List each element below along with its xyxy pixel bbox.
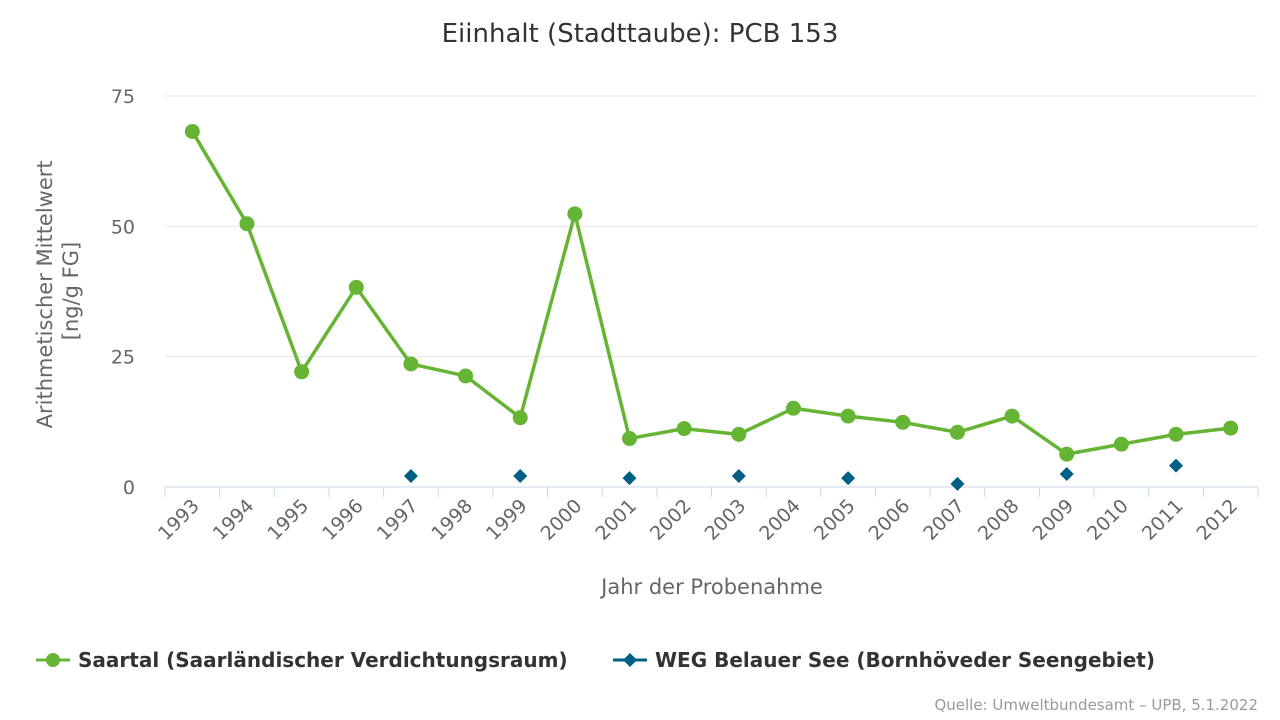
x-axis-title: Jahr der Probenahme <box>599 575 823 599</box>
grid-lines <box>165 95 1258 488</box>
legend-marker-saartal <box>46 653 60 667</box>
y-tick-label-0: 0 <box>123 477 135 499</box>
y-axis-title-line-1: Arithmetischer Mittelwert <box>33 160 57 428</box>
point-1-2011[interactable] <box>1169 458 1184 473</box>
point-0-2009[interactable] <box>1059 446 1075 462</box>
chart-title: Eiinhalt (Stadttaube): PCB 153 <box>442 19 839 49</box>
point-0-2012[interactable] <box>1223 420 1239 436</box>
x-tick-label-2009: 2009 <box>1029 495 1079 545</box>
y-axis-title: Arithmetischer Mittelwert [ng/g FG] <box>33 154 83 429</box>
x-tick-label-1994: 1994 <box>209 495 259 545</box>
y-tick-label-75: 75 <box>111 86 135 108</box>
x-tick-label-2005: 2005 <box>810 495 860 545</box>
point-0-1993[interactable] <box>184 123 200 139</box>
point-0-2005[interactable] <box>840 408 856 424</box>
x-tick-label-1996: 1996 <box>318 495 368 545</box>
x-tick-label-2000: 2000 <box>537 495 587 545</box>
point-0-2002[interactable] <box>676 421 692 437</box>
point-1-1997[interactable] <box>403 469 418 484</box>
point-0-1999[interactable] <box>512 410 528 426</box>
point-1-2007[interactable] <box>950 476 965 491</box>
x-tick-label-1993: 1993 <box>154 495 204 545</box>
point-0-1996[interactable] <box>348 279 364 295</box>
y-tick-label-50: 50 <box>111 216 135 238</box>
legend-label-belauer-see: WEG Belauer See (Bornhöveder Seengebiet) <box>655 648 1155 672</box>
point-0-2007[interactable] <box>949 424 965 440</box>
point-0-2008[interactable] <box>1004 408 1020 424</box>
x-tick-label-1998: 1998 <box>427 495 477 545</box>
point-0-1998[interactable] <box>458 368 474 384</box>
point-0-1995[interactable] <box>294 364 310 380</box>
point-0-2011[interactable] <box>1168 426 1184 442</box>
point-0-1994[interactable] <box>239 216 255 232</box>
x-axis-ticks: 1993 1994 1995 1996 1997 1998 1999 2000 2001 2002… <box>154 487 1259 545</box>
legend: Saartal (Saarländischer Verdichtungsraum… <box>36 648 1155 672</box>
point-0-2001[interactable] <box>622 431 638 447</box>
x-tick-label-2007: 2007 <box>919 495 969 545</box>
point-0-2010[interactable] <box>1113 436 1129 452</box>
x-tick-label-2006: 2006 <box>865 495 915 545</box>
y-axis-ticks: 0 25 50 75 <box>111 86 135 499</box>
source-note: Quelle: Umweltbundesamt – UPB, 5.1.2022 <box>934 696 1258 714</box>
point-1-1999[interactable] <box>513 469 528 484</box>
series-group <box>184 123 1239 491</box>
x-tick-label-1997: 1997 <box>373 495 423 545</box>
point-0-1997[interactable] <box>403 356 419 372</box>
legend-label-saartal: Saartal (Saarländischer Verdichtungsraum… <box>78 648 568 672</box>
point-1-2009[interactable] <box>1059 466 1074 481</box>
x-tick-label-2011: 2011 <box>1138 495 1188 545</box>
point-0-2006[interactable] <box>895 414 911 430</box>
x-tick-label-2004: 2004 <box>755 495 805 545</box>
legend-item-belauer-see[interactable]: WEG Belauer See (Bornhöveder Seengebiet) <box>613 648 1155 672</box>
point-1-2001[interactable] <box>622 471 637 486</box>
point-0-2003[interactable] <box>731 426 747 442</box>
x-tick-label-2012: 2012 <box>1192 495 1242 545</box>
y-axis-title-line-2: [ng/g FG] <box>59 242 83 340</box>
x-tick-label-2010: 2010 <box>1083 495 1133 545</box>
x-tick-label-1995: 1995 <box>263 495 313 545</box>
y-tick-label-25: 25 <box>111 347 135 369</box>
legend-item-saartal[interactable]: Saartal (Saarländischer Verdichtungsraum… <box>36 648 568 672</box>
x-tick-label-2008: 2008 <box>974 495 1024 545</box>
x-tick-label-2002: 2002 <box>646 495 696 545</box>
point-1-2005[interactable] <box>841 471 856 486</box>
x-tick-label-2001: 2001 <box>591 495 641 545</box>
series-1 <box>403 458 1184 491</box>
point-1-2003[interactable] <box>731 469 746 484</box>
legend-marker-belauer-see <box>623 653 637 667</box>
point-0-2000[interactable] <box>567 206 583 222</box>
series-line-0 <box>190 130 1231 456</box>
series-0 <box>184 123 1239 462</box>
x-tick-label-2003: 2003 <box>701 495 751 545</box>
x-tick-label-1999: 1999 <box>482 495 532 545</box>
point-0-2004[interactable] <box>785 400 801 416</box>
